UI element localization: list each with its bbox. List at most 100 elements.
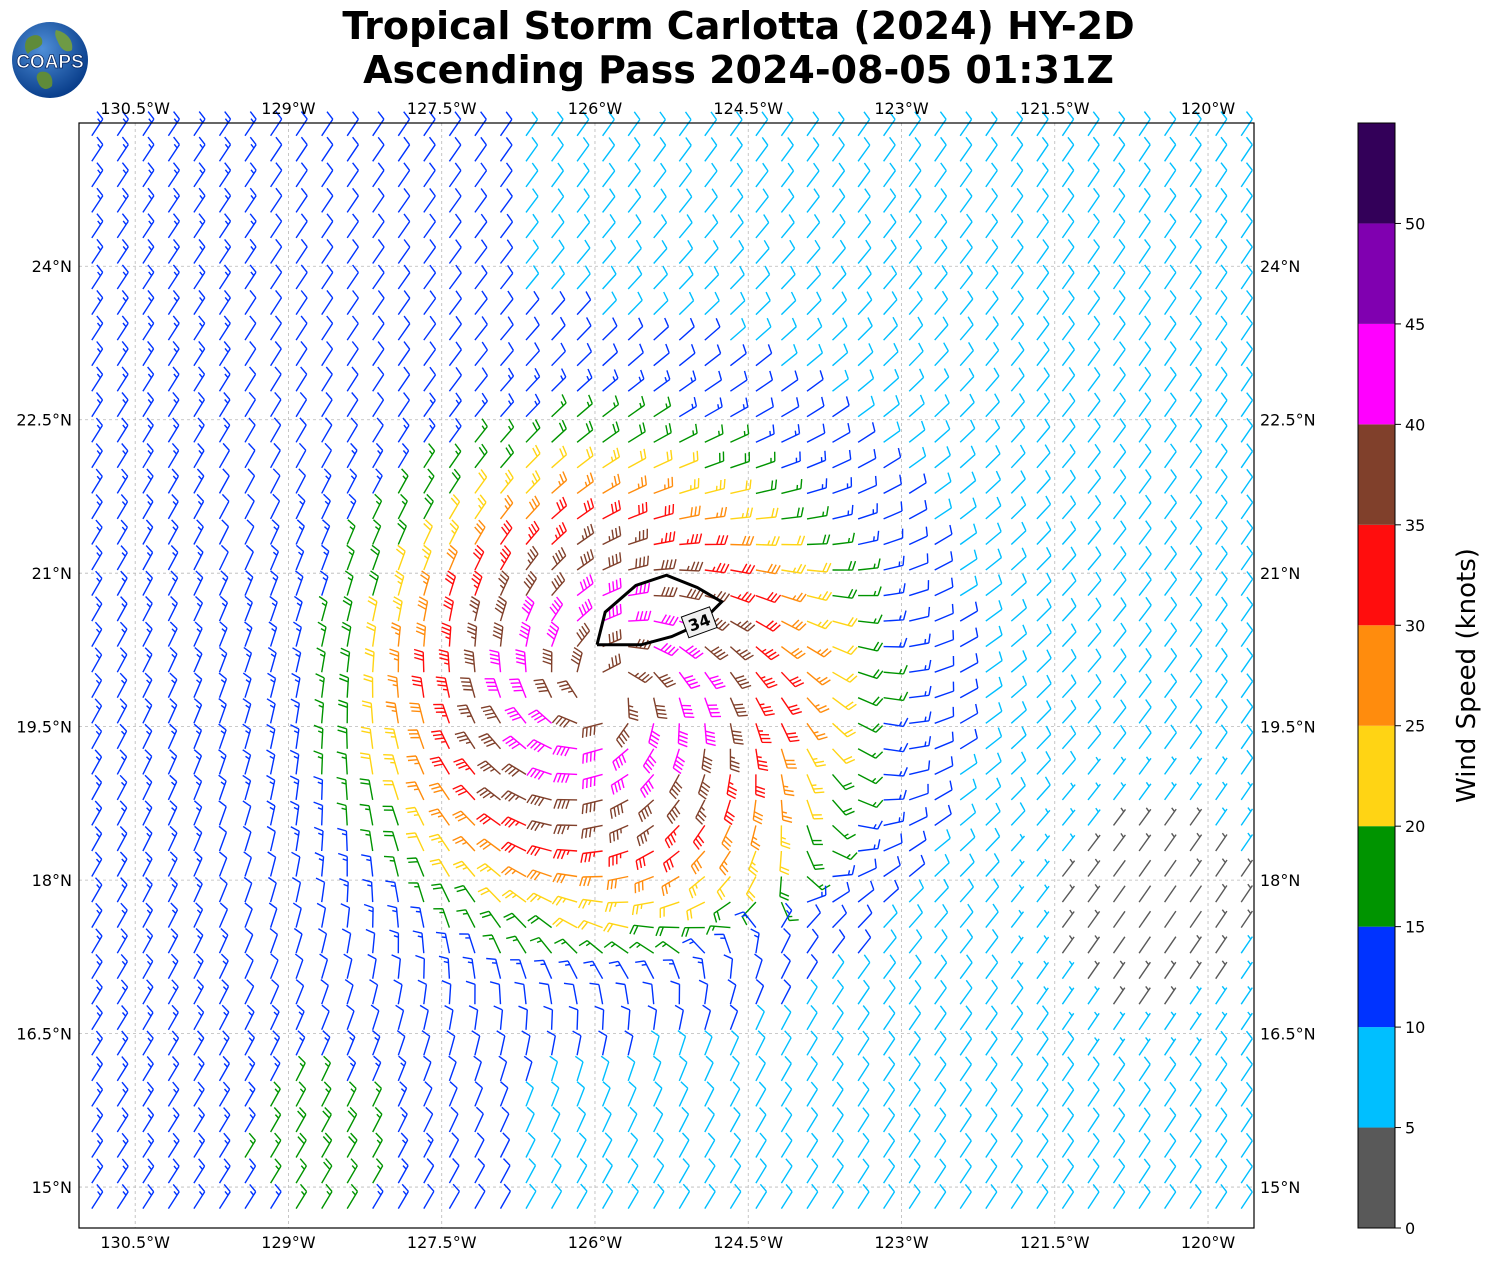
wind-barb-424 [346, 341, 359, 367]
wind-barb-350 [806, 291, 822, 316]
wind-barb-163 [729, 188, 744, 213]
wind-barb-794 [395, 544, 406, 571]
wind-barb-313 [1036, 264, 1050, 290]
wind-barb-1148 [1240, 724, 1254, 750]
wind-barb-1530 [415, 954, 425, 979]
wind-barb-523 [525, 393, 541, 418]
wind-barb-263 [934, 239, 948, 264]
wind-barb-402 [959, 316, 974, 341]
wind-barb-319 [1189, 264, 1202, 290]
wind-barb-610 [397, 443, 410, 469]
wind-barb-1749 [142, 1081, 154, 1107]
wind-barb-45 [1240, 111, 1253, 137]
wind-barb-519 [423, 392, 436, 418]
wind-barb-272 [1164, 238, 1177, 264]
wind-barb-348 [755, 291, 771, 316]
wind-barb-466 [244, 366, 257, 392]
wind-barb-110 [551, 162, 564, 188]
wind-barb-206 [653, 214, 668, 239]
wind-barb-71 [729, 137, 743, 162]
wind-barb-1289 [142, 826, 153, 852]
wind-barb-1754 [269, 1081, 281, 1107]
wind-barb-929 [317, 621, 327, 647]
wind-barb-1600 [1036, 986, 1049, 1005]
wind-barb-680 [1010, 470, 1026, 494]
wind-barb-141 [167, 187, 180, 213]
wind-barb-1504 [934, 929, 948, 954]
wind-barb-801 [576, 549, 595, 571]
wind-barb-1724 [678, 1055, 688, 1082]
wind-barb-1322 [985, 827, 1001, 852]
wind-barb-345 [678, 291, 695, 316]
wind-barb-1597 [959, 979, 973, 1005]
wind-barb-618 [602, 447, 621, 469]
wind-barb-1293 [242, 825, 252, 852]
wind-barb-339 [525, 290, 540, 316]
wind-barb-1219 [695, 799, 707, 825]
wind-barb-1612 [167, 1004, 179, 1031]
wind-barb-65 [576, 136, 590, 162]
wind-barb-889 [469, 596, 481, 622]
wind-barb-875 [116, 596, 128, 622]
wind-barb-129 [1036, 162, 1049, 188]
colorbar-bin-6 [1358, 524, 1395, 626]
wind-barb-409 [1138, 315, 1152, 341]
wind-barb-1798 [218, 1107, 231, 1133]
wind-barb-676 [908, 473, 927, 494]
wind-barb-1203 [289, 775, 300, 800]
wind-barb-480 [602, 369, 619, 392]
wind-barb-1687 [908, 1030, 921, 1056]
wind-barb-1041 [857, 696, 884, 707]
wind-barb-1704 [167, 1056, 180, 1082]
wind-barb-484 [704, 370, 723, 392]
wind-barb-710 [602, 500, 621, 520]
wind-barb-1558 [1138, 960, 1151, 980]
wind-barb-1025 [411, 675, 425, 698]
wind-barb-1457 [908, 904, 924, 929]
wind-barb-1094 [1036, 700, 1052, 724]
wind-barb-970 [193, 646, 203, 673]
wind-barb-1465 [1112, 910, 1126, 929]
colorbar-tick-label-9: 45 [1405, 315, 1425, 334]
wind-barb-116 [704, 162, 718, 188]
wind-barbs [91, 111, 1254, 1209]
wind-barb-1052 [1138, 673, 1152, 699]
wind-barb-1660 [218, 1030, 230, 1056]
wind-barb-1744 [1189, 1056, 1202, 1082]
wind-barb-600 [142, 443, 154, 469]
wind-barb-1064 [266, 698, 276, 724]
wind-barb-783 [116, 545, 128, 571]
wind-barb-819 [1036, 546, 1052, 571]
wind-barb-1652 [1189, 1011, 1202, 1031]
wind-barb-1648 [1087, 1011, 1100, 1031]
wind-barb-174 [1010, 187, 1024, 213]
wind-barb-1383 [193, 876, 203, 903]
wind-barb-1759 [397, 1081, 408, 1107]
wind-barb-187 [167, 213, 180, 239]
wind-barb-810 [806, 562, 832, 573]
wind-barb-222 [1061, 213, 1075, 239]
wind-barb-1698 [1189, 1037, 1202, 1056]
wind-barb-720 [857, 503, 878, 520]
wind-barb-1417 [1061, 884, 1075, 903]
wind-barb-86 [1112, 136, 1126, 162]
wind-barb-945 [729, 646, 754, 661]
wind-barb-1475 [193, 928, 204, 954]
wind-barb-255 [729, 239, 745, 264]
wind-barb-704 [448, 494, 461, 520]
wind-barb-669 [730, 479, 752, 495]
wind-barb-1675 [598, 1030, 608, 1056]
wind-barb-458 [1215, 341, 1228, 367]
wind-barb-1106 [167, 723, 178, 750]
wind-barb-906 [909, 606, 931, 622]
wind-barb-1780 [934, 1081, 947, 1107]
wind-barb-1368 [985, 853, 1000, 877]
wind-barb-434 [602, 343, 619, 367]
wind-barb-414 [91, 341, 104, 367]
wind-barb-1810 [525, 1106, 535, 1133]
wind-barb-779 [1189, 520, 1203, 545]
wind-barb-911 [1036, 598, 1052, 622]
wind-barb-1327 [1112, 833, 1126, 852]
wind-barb-1331 [1215, 832, 1228, 852]
wind-barb-507 [116, 392, 129, 418]
